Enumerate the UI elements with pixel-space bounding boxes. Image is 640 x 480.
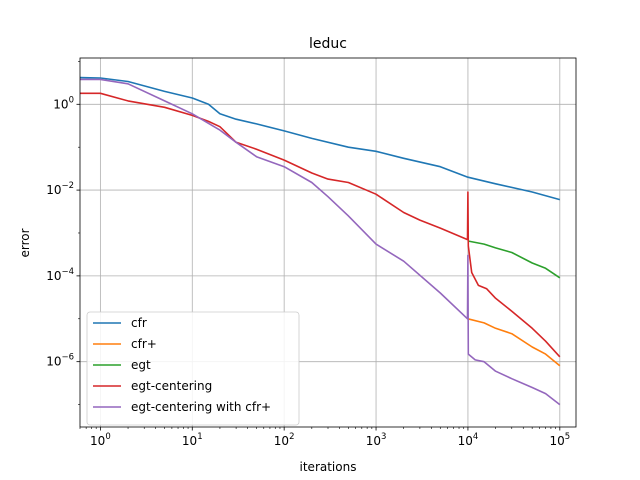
x-axis-label: iterations <box>300 460 357 474</box>
x-tick-label: 101 <box>182 432 203 448</box>
x-tick-label: 104 <box>458 432 479 448</box>
series-line-0 <box>79 76 561 201</box>
series-line-2 <box>467 240 561 279</box>
ticks: 100 101 102 103 104 105 10−6 10−4 10−2 100 <box>46 61 570 448</box>
chart-title: leduc <box>309 36 347 52</box>
y-tick-label: 10−2 <box>46 181 74 197</box>
x-tick-label: 103 <box>366 432 387 448</box>
y-axis-label: error <box>18 228 32 257</box>
legend-label: egt <box>131 358 151 372</box>
legend-label: egt-centering with cfr+ <box>131 400 271 414</box>
series-line-1 <box>467 318 561 367</box>
legend-label: egt-centering <box>131 379 212 393</box>
legend-label: cfr+ <box>131 337 157 351</box>
y-tick-label: 100 <box>53 95 74 111</box>
x-tick-label: 100 <box>90 432 111 448</box>
y-tick-label: 10−4 <box>46 267 74 283</box>
x-tick-label: 102 <box>274 432 295 448</box>
legend: cfr cfr+ egt egt-centering egt-centering wit… <box>86 311 300 426</box>
x-tick-label: 105 <box>549 432 570 448</box>
series-line-4 <box>80 78 561 406</box>
legend-box <box>86 311 300 426</box>
series-lines <box>79 76 561 406</box>
legend-label: cfr <box>131 316 147 330</box>
y-tick-label: 10−6 <box>46 353 74 369</box>
